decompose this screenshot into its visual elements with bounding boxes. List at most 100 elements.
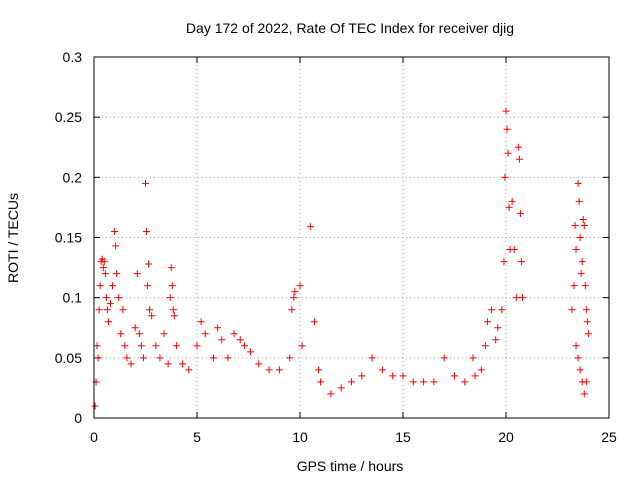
plot-frame	[93, 56, 610, 419]
data-point	[127, 360, 135, 368]
data-point	[255, 360, 263, 368]
y-tick-label: 0.15	[55, 230, 82, 246]
data-point	[518, 294, 526, 302]
data-point	[576, 234, 584, 241]
tick-layer: 0 5 10 15 20 25 0 0.05 0.1 0.15 0.2 0.25 0.3	[55, 49, 617, 445]
data-point	[517, 258, 525, 266]
data-point	[91, 402, 99, 410]
data-point	[240, 342, 248, 350]
data-point	[119, 306, 127, 314]
data-point	[580, 390, 588, 398]
data-point	[296, 282, 304, 290]
data-point	[286, 354, 294, 362]
data-point	[218, 336, 226, 344]
chart-title: Day 172 of 2022, Rate Of TEC Index for r…	[186, 20, 514, 36]
data-point	[146, 306, 154, 314]
data-point	[103, 306, 111, 314]
data-point	[288, 306, 296, 314]
data-point	[581, 282, 589, 290]
data-point	[148, 312, 156, 320]
data-point	[291, 288, 299, 296]
data-point	[577, 270, 585, 278]
data-point	[451, 372, 458, 380]
data-point	[578, 258, 586, 266]
data-point	[461, 378, 469, 386]
data-point	[440, 354, 448, 362]
x-tick-label: 25	[601, 429, 617, 445]
data-point	[582, 378, 590, 386]
data-point	[570, 282, 578, 290]
data-point	[571, 221, 579, 229]
data-point	[378, 366, 386, 374]
data-point	[481, 342, 489, 350]
data-point	[579, 215, 587, 223]
y-tick-label: 0	[74, 410, 82, 426]
data-point	[133, 270, 141, 278]
data-point	[327, 390, 335, 398]
data-point	[501, 173, 509, 181]
y-axis-label: ROTI / TECUs	[5, 193, 21, 283]
data-point	[306, 223, 314, 231]
data-point	[209, 354, 217, 362]
data-point	[115, 294, 123, 302]
data-point	[135, 330, 143, 338]
data-point	[106, 300, 114, 308]
data-point	[224, 354, 232, 362]
data-point	[185, 366, 193, 374]
data-point	[409, 378, 417, 386]
data-point	[197, 318, 205, 326]
data-point	[113, 270, 121, 278]
data-point	[574, 354, 582, 362]
data-point	[504, 149, 512, 157]
data-point	[310, 318, 318, 326]
data-point	[101, 270, 109, 278]
y-tick-label: 0.25	[55, 109, 82, 125]
data-point	[498, 306, 506, 314]
x-tick-label: 0	[90, 429, 98, 445]
data-point	[399, 372, 407, 380]
data-point	[156, 354, 164, 362]
y-tick-label: 0.1	[63, 290, 83, 306]
y-tick-label: 0.3	[63, 49, 83, 65]
data-point	[502, 107, 510, 115]
data-point	[508, 197, 516, 205]
x-tick-label: 5	[193, 429, 201, 445]
data-point	[368, 354, 376, 362]
data-point	[572, 246, 580, 254]
data-point	[514, 143, 522, 151]
data-point	[488, 306, 496, 314]
data-point	[104, 318, 112, 326]
data-point	[568, 306, 576, 314]
data-point	[337, 384, 345, 392]
data-point	[574, 179, 582, 187]
data-point	[503, 125, 511, 133]
data-point	[152, 342, 160, 350]
data-point	[94, 354, 102, 362]
data-point	[580, 221, 588, 229]
data-point	[247, 348, 255, 356]
data-point	[95, 306, 103, 314]
x-tick-label: 20	[498, 429, 514, 445]
data-point	[230, 330, 238, 338]
data-point	[145, 260, 153, 268]
data-point	[348, 378, 355, 386]
grid-layer	[94, 57, 609, 418]
data-point	[582, 306, 590, 314]
data-point	[492, 336, 500, 344]
data-point	[512, 294, 520, 302]
data-point	[576, 366, 584, 374]
y-tick-label: 0.05	[55, 350, 82, 366]
data-point	[99, 264, 107, 272]
data-point	[164, 360, 172, 368]
data-point	[96, 282, 104, 290]
data-point	[315, 366, 323, 374]
data-point	[583, 318, 591, 326]
data-point	[298, 342, 306, 350]
data-point	[100, 258, 108, 266]
data-point	[275, 366, 283, 374]
x-tick-label: 10	[292, 429, 308, 445]
data-point	[572, 342, 580, 350]
